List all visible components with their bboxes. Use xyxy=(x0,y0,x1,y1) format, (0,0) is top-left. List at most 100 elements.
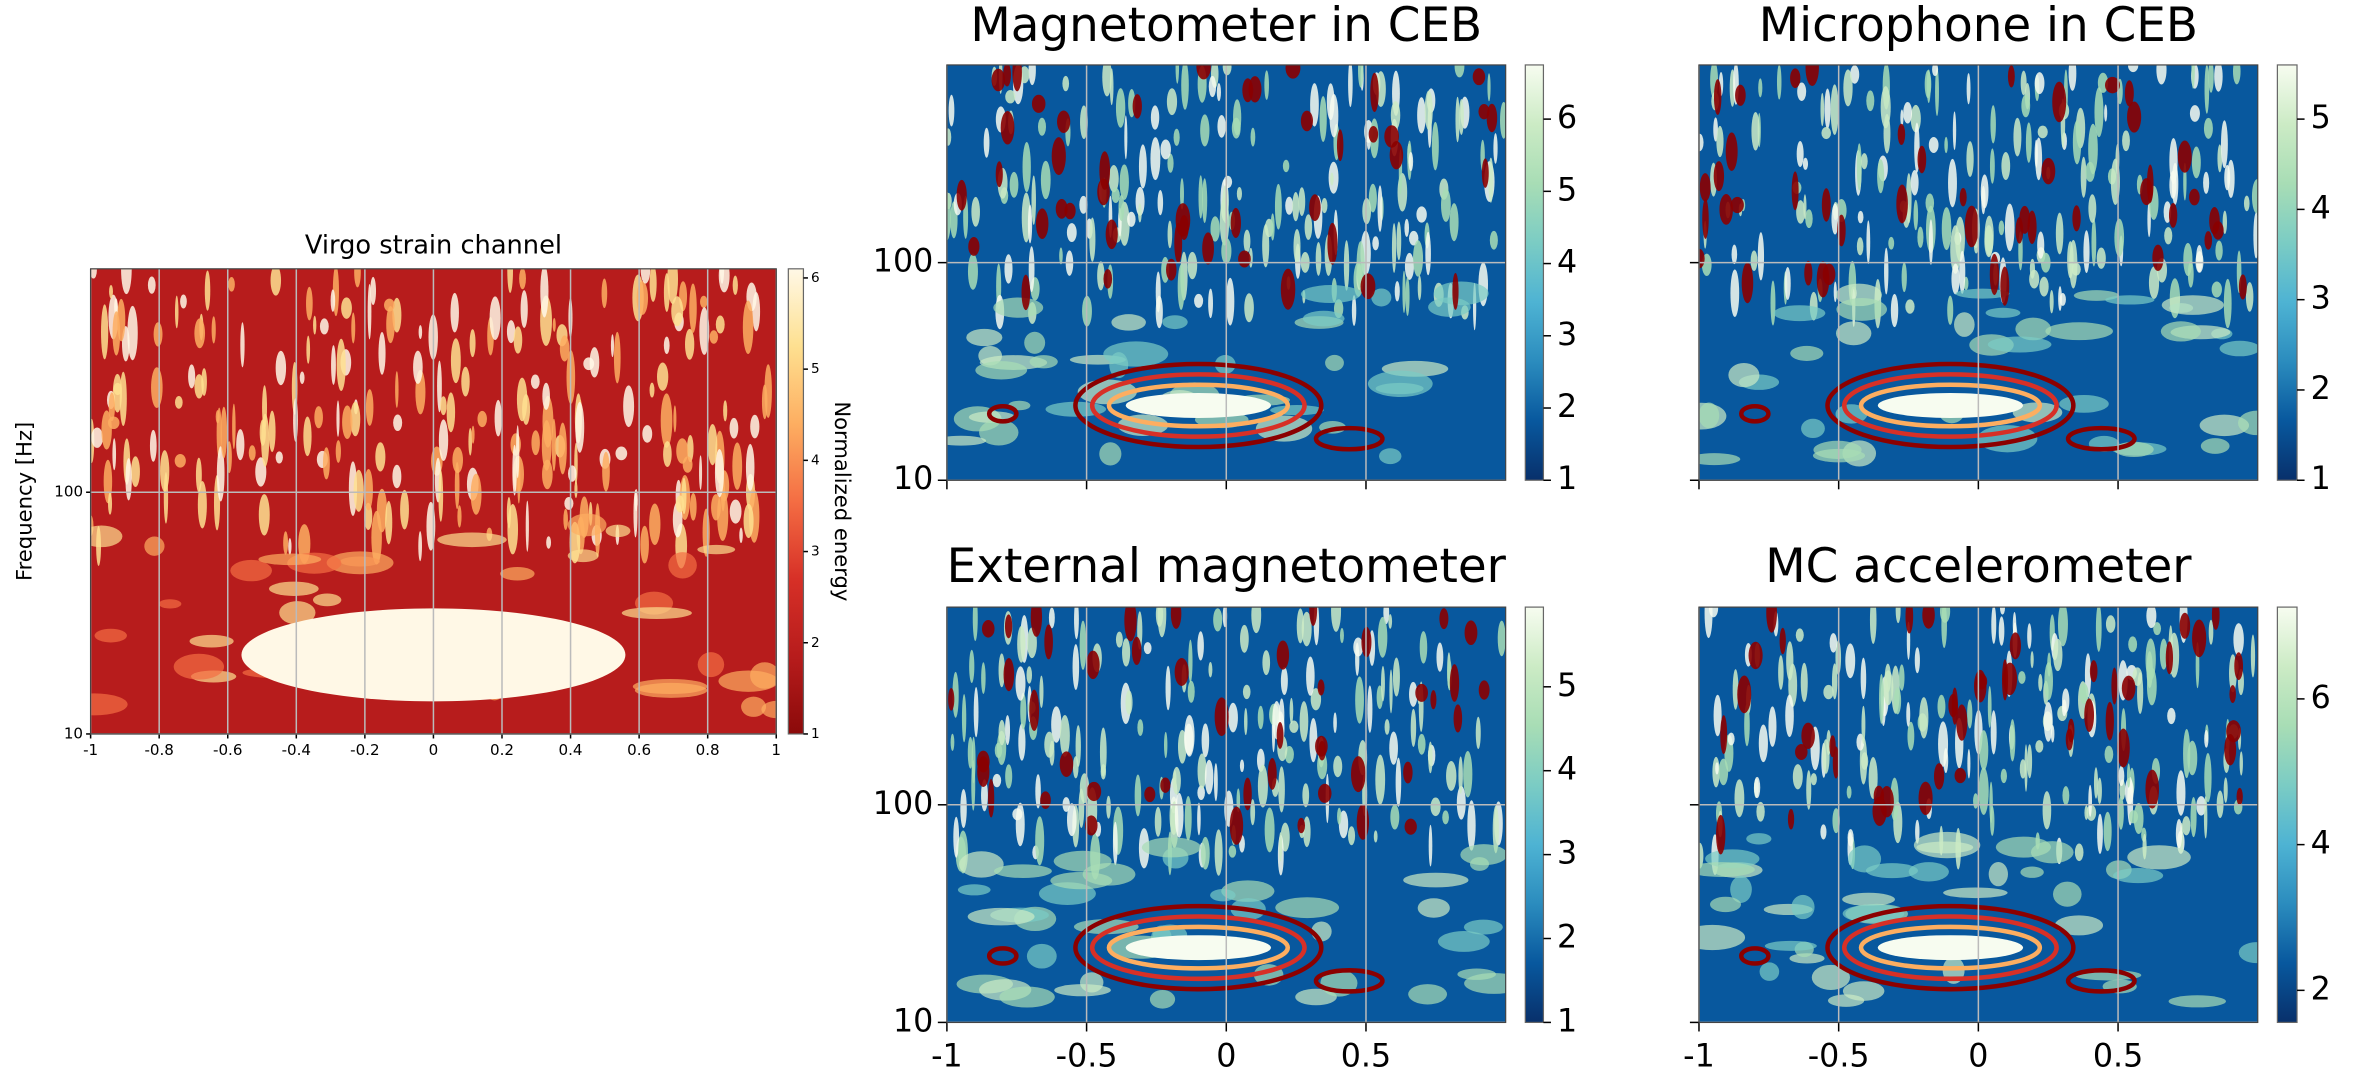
texture xyxy=(1954,768,1967,784)
colorbar-tick-label: 4 xyxy=(2311,190,2331,226)
texture xyxy=(1770,280,1776,326)
colorbar-tick-label: 2 xyxy=(2311,371,2331,407)
texture xyxy=(1472,68,1486,86)
texture xyxy=(1343,240,1350,291)
texture xyxy=(2204,729,2209,748)
texture xyxy=(1408,984,1448,1005)
texture xyxy=(1990,105,1996,144)
texture xyxy=(1292,191,1300,222)
texture xyxy=(1821,188,1831,222)
texture xyxy=(279,601,316,625)
texture xyxy=(1463,919,1503,935)
texture xyxy=(1428,741,1433,774)
texture xyxy=(1175,64,1180,84)
texture xyxy=(1198,175,1203,219)
texture xyxy=(1967,749,1971,779)
texture xyxy=(1989,148,1995,184)
texture xyxy=(1174,658,1189,686)
texture xyxy=(1430,690,1437,710)
texture xyxy=(2068,64,2077,91)
texture xyxy=(2113,868,2164,884)
texture xyxy=(1390,804,1400,830)
texture xyxy=(1805,64,1819,86)
colorbar-tick-label: 6 xyxy=(811,270,820,286)
texture xyxy=(642,425,653,443)
texture xyxy=(1050,872,1113,890)
texture xyxy=(559,335,570,362)
texture xyxy=(1804,260,1813,286)
colorbar-tick-label: 2 xyxy=(811,635,820,651)
texture xyxy=(1966,73,1971,105)
texture xyxy=(649,503,661,546)
texture xyxy=(519,268,526,290)
texture xyxy=(1702,198,1709,239)
texture xyxy=(1079,195,1088,214)
texture xyxy=(2203,117,2213,139)
texture xyxy=(718,268,730,293)
texture xyxy=(1125,935,1271,961)
texture xyxy=(1089,914,1307,982)
texture xyxy=(971,736,976,784)
texture xyxy=(621,607,692,619)
texture xyxy=(1897,123,1906,145)
texture xyxy=(2088,194,2097,223)
texture xyxy=(1173,128,1180,146)
texture xyxy=(743,503,754,539)
texture xyxy=(2204,64,2210,114)
texture xyxy=(1822,739,1830,774)
texture xyxy=(668,552,697,579)
texture xyxy=(2245,282,2254,312)
texture xyxy=(602,451,610,492)
texture xyxy=(2007,65,2015,88)
texture xyxy=(438,419,449,462)
texture xyxy=(1413,240,1424,277)
texture xyxy=(1267,758,1277,790)
texture xyxy=(636,281,649,315)
texture xyxy=(2088,784,2093,817)
texture xyxy=(335,440,341,463)
texture xyxy=(1795,628,1804,642)
texture xyxy=(1823,684,1834,700)
texture xyxy=(953,816,960,858)
texture xyxy=(615,446,628,461)
texture xyxy=(1848,845,1882,873)
texture xyxy=(2065,968,2137,994)
colorbar-tick-label: 6 xyxy=(2311,680,2331,716)
texture xyxy=(1699,173,1711,202)
texture xyxy=(2145,638,2156,681)
texture xyxy=(131,456,140,487)
texture xyxy=(632,678,708,695)
texture xyxy=(1262,224,1270,268)
chart-title: MC accelerometer xyxy=(1765,540,2192,594)
texture xyxy=(1298,187,1306,217)
texture xyxy=(1698,862,1755,877)
texture xyxy=(1989,253,2000,296)
y-axis-label: Frequency [Hz] xyxy=(12,422,37,581)
texture xyxy=(1403,872,1469,888)
texture xyxy=(1810,773,1817,786)
texture xyxy=(1368,183,1377,213)
texture xyxy=(1457,968,1496,980)
texture xyxy=(322,447,330,480)
texture xyxy=(2037,231,2045,259)
texture xyxy=(2217,144,2223,173)
texture xyxy=(540,268,549,318)
texture xyxy=(969,649,975,683)
texture xyxy=(1910,169,1919,196)
texture xyxy=(1360,273,1376,300)
texture xyxy=(1285,196,1294,215)
texture xyxy=(306,335,311,364)
texture xyxy=(336,400,340,437)
texture xyxy=(2164,227,2173,245)
texture xyxy=(998,653,1005,688)
texture xyxy=(1282,159,1290,173)
texture xyxy=(385,500,393,545)
texture xyxy=(144,536,165,556)
texture xyxy=(1051,706,1062,743)
texture xyxy=(2223,278,2232,329)
texture xyxy=(275,451,283,464)
texture xyxy=(1149,989,1176,1009)
colorbar xyxy=(1524,64,1545,481)
colorbar-tick-label: 4 xyxy=(2311,826,2331,862)
